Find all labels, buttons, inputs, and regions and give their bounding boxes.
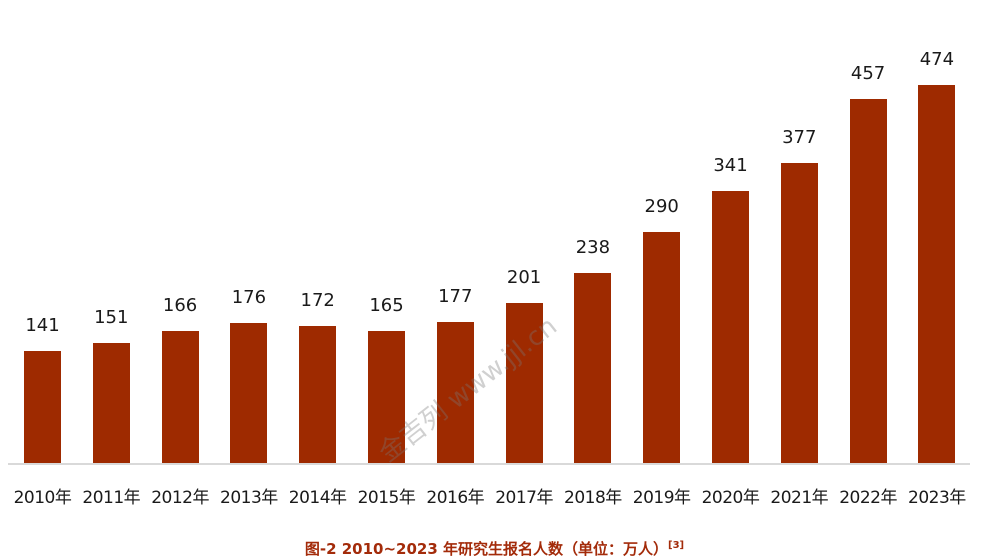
- data-label: 176: [231, 286, 267, 308]
- x-tick-label: 2019年: [632, 488, 691, 508]
- data-label: 290: [644, 195, 679, 217]
- data-label: 238: [575, 237, 611, 259]
- bar: [643, 231, 681, 463]
- caption-ref: [3]: [668, 540, 685, 551]
- bar: [574, 273, 612, 463]
- data-label: 141: [25, 314, 60, 336]
- x-tick-label: 2023年: [908, 488, 966, 508]
- data-label: 177: [438, 285, 473, 307]
- data-label: 151: [94, 306, 129, 328]
- data-label: 172: [300, 289, 335, 311]
- bar: [92, 342, 130, 463]
- bar: [849, 98, 887, 463]
- bar: [368, 331, 405, 463]
- bar: [505, 302, 543, 463]
- x-tick-label: 2016年: [426, 488, 485, 508]
- data-label: 166: [162, 294, 198, 316]
- data-label: 341: [713, 155, 748, 177]
- bar: [918, 85, 956, 463]
- x-tick-label: 2012年: [151, 488, 209, 508]
- bar: [230, 322, 268, 463]
- x-tick-label: 2011年: [82, 488, 141, 508]
- data-label: 165: [369, 295, 404, 317]
- bar: [780, 162, 818, 463]
- x-tick-label: 2021年: [770, 488, 829, 508]
- x-tick-label: 2022年: [839, 488, 897, 508]
- caption-text: 图-2 2010~2023 年研究生报名人数（单位：万人）: [304, 540, 669, 558]
- x-tick-label: 2020年: [701, 488, 760, 508]
- bar: [436, 321, 474, 463]
- x-tick-label: 2014年: [288, 488, 347, 508]
- data-label: 457: [850, 62, 886, 84]
- x-tick-label: 2017年: [495, 488, 553, 508]
- x-tick-label: 2015年: [357, 488, 416, 508]
- data-label: 474: [919, 49, 955, 71]
- chart-caption: 图-2 2010~2023 年研究生报名人数（单位：万人）[3]: [0, 538, 989, 559]
- x-tick-label: 2013年: [220, 488, 278, 508]
- x-axis-line: [8, 463, 970, 465]
- x-tick-label: 2018年: [564, 488, 622, 508]
- bar: [712, 191, 749, 463]
- bar: [24, 350, 61, 463]
- data-label: 201: [506, 266, 542, 288]
- x-tick-label: 2010年: [13, 488, 72, 508]
- bar: [161, 330, 199, 463]
- bar: [299, 325, 337, 463]
- data-label: 377: [782, 126, 817, 148]
